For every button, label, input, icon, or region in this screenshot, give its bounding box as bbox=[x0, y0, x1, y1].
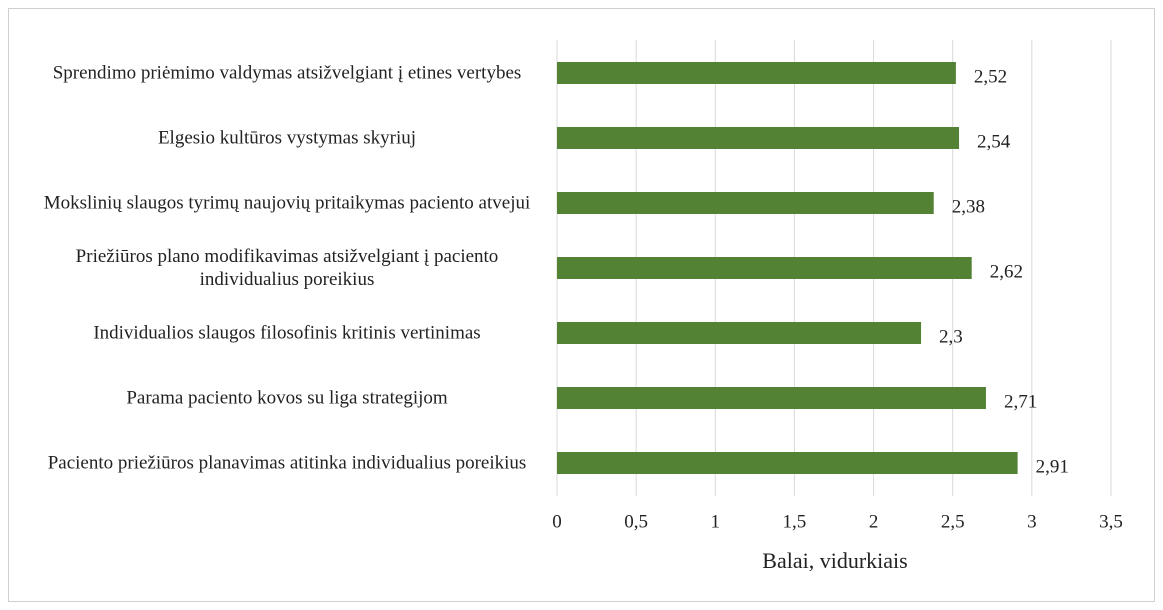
bar bbox=[557, 452, 1018, 474]
y-tick-label: Sprendimo priėmimo valdymas atsižvelgian… bbox=[52, 62, 522, 84]
y-tick-label: Elgesio kultūros vystymas skyriuj bbox=[157, 127, 417, 149]
x-tick-label: 1 bbox=[711, 511, 721, 532]
bar bbox=[557, 192, 934, 214]
data-label: 2,91 bbox=[1036, 456, 1069, 477]
data-label: 2,62 bbox=[990, 261, 1023, 282]
y-tick-label: Parama paciento kovos su liga strategijo… bbox=[126, 387, 448, 409]
x-tick-label: 0 bbox=[552, 511, 562, 532]
x-axis-title: Balai, vidurkiais bbox=[762, 548, 907, 573]
bar bbox=[557, 127, 960, 149]
chart-border bbox=[8, 8, 1155, 602]
y-tick-label: Individualios slaugos filosofinis kritin… bbox=[93, 322, 481, 344]
y-tick-label: Priežiūros plano modifikavimas atsižvelg… bbox=[75, 246, 499, 290]
x-tick-label: 3,5 bbox=[1099, 511, 1123, 532]
x-tick-label: 1,5 bbox=[783, 511, 807, 532]
bar bbox=[557, 257, 972, 279]
data-label: 2,52 bbox=[974, 66, 1007, 87]
bar bbox=[557, 387, 986, 409]
data-label: 2,38 bbox=[952, 196, 985, 217]
x-tick-label: 2,5 bbox=[941, 511, 965, 532]
data-label: 2,3 bbox=[939, 326, 963, 347]
bar bbox=[557, 62, 956, 84]
data-label: 2,71 bbox=[1004, 391, 1037, 412]
data-label: 2,54 bbox=[977, 131, 1011, 152]
x-tick-label: 2 bbox=[869, 511, 879, 532]
y-tick-label: Mokslinių slaugos tyrimų naujovių pritai… bbox=[43, 192, 531, 214]
x-tick-label: 0,5 bbox=[624, 511, 648, 532]
y-tick-label: Paciento priežiūros planavimas atitinka … bbox=[47, 452, 527, 474]
x-tick-label: 3 bbox=[1027, 511, 1037, 532]
bar bbox=[557, 322, 922, 344]
